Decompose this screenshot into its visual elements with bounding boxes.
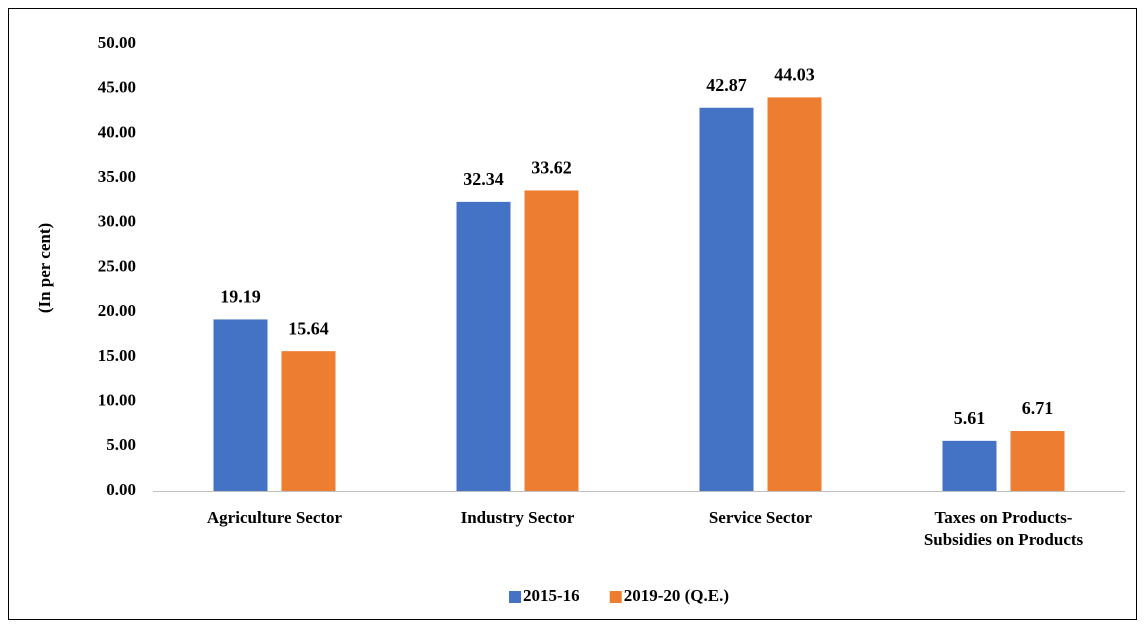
data-label: 42.87	[706, 75, 747, 95]
y-tick-label: 10.00	[98, 391, 136, 410]
data-label: 44.03	[774, 64, 815, 84]
bar	[699, 107, 754, 492]
x-tick-label: Taxes on Products-Subsidies on Products	[924, 508, 1084, 549]
y-tick-label: 20.00	[98, 301, 136, 320]
bar	[524, 190, 579, 491]
y-tick-label: 15.00	[98, 346, 136, 365]
legend-label: 2015-16	[523, 586, 580, 605]
legend-swatch	[609, 591, 622, 603]
y-tick-label: 0.00	[106, 480, 136, 499]
x-tick-label: Service Sector	[709, 508, 813, 527]
y-tick-label: 35.00	[98, 167, 136, 186]
bar	[1010, 431, 1065, 491]
y-tick-label: 45.00	[98, 78, 136, 97]
legend-label: 2019-20 (Q.E.)	[624, 586, 729, 605]
y-tick-label: 40.00	[98, 122, 136, 141]
y-tick-label: 50.00	[98, 33, 136, 52]
data-label: 32.34	[463, 169, 504, 189]
bar	[281, 351, 336, 491]
data-label: 15.64	[288, 318, 329, 338]
y-tick-label: 25.00	[98, 256, 136, 275]
x-tick-label: Agriculture Sector	[207, 508, 343, 527]
data-label: 19.19	[220, 287, 261, 307]
y-tick-label: 30.00	[98, 212, 136, 231]
data-label: 6.71	[1022, 398, 1054, 418]
y-tick-label: 5.00	[106, 435, 136, 454]
legend-swatch	[509, 591, 522, 603]
bar	[942, 440, 997, 491]
bar	[456, 201, 511, 491]
data-label: 33.62	[531, 158, 572, 178]
bar	[767, 97, 822, 492]
bar	[213, 319, 268, 491]
x-tick-label: Industry Sector	[461, 508, 575, 527]
y-axis-label: (In per cent)	[35, 223, 54, 313]
data-label: 5.61	[954, 408, 986, 428]
